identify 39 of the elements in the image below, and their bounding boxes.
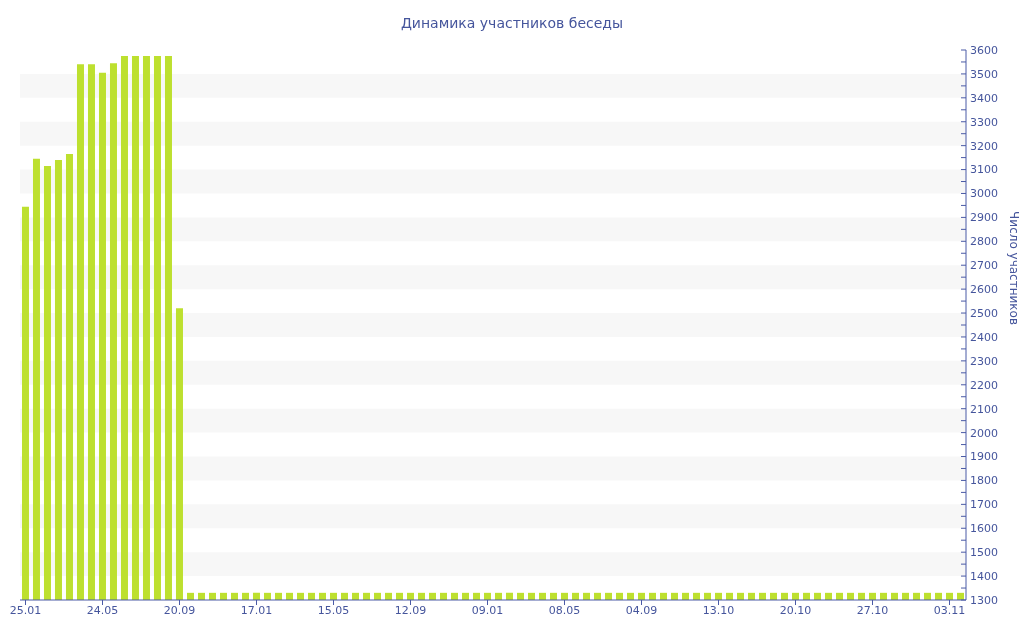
x-tick-label: 03.11 (933, 603, 966, 617)
y-tick-label: 3300 (970, 115, 998, 129)
x-tick-label: 27.10 (856, 603, 889, 617)
chart-title: Динамика участников беседы (399, 15, 625, 31)
x-tick-label: 15.05 (317, 603, 350, 617)
x-tick-label: 09.01 (471, 603, 504, 617)
y-tick-label: 2000 (970, 426, 998, 440)
y-tick-label: 1400 (970, 569, 998, 583)
x-tick-label: 08.05 (548, 603, 581, 617)
y-tick-label: 2900 (970, 211, 998, 225)
y-tick-label: 3100 (970, 163, 998, 177)
y-tick-label: 2200 (970, 378, 998, 392)
x-tick-label: 20.09 (163, 603, 196, 617)
y-tick-label: 2600 (970, 283, 998, 297)
x-tick-label: 24.05 (86, 603, 119, 617)
x-tick-label: 17.01 (240, 603, 273, 617)
x-tick-label: 13.10 (702, 603, 735, 617)
y-tick-label: 3200 (970, 139, 998, 153)
y-tick-label: 1500 (970, 546, 998, 560)
y-tick-label: 1600 (970, 522, 998, 536)
y-tick-label: 1300 (970, 593, 998, 607)
y-tick-label: 1800 (970, 474, 998, 488)
y-tick-label: 2500 (970, 306, 998, 320)
y-tick-label: 1700 (970, 498, 998, 512)
y-tick-label: 3000 (970, 187, 998, 201)
y-tick-label: 2400 (970, 330, 998, 344)
y-tick-label: 2700 (970, 259, 998, 273)
x-tick-label: 25.01 (9, 603, 42, 617)
y-tick-label: 2800 (970, 235, 998, 249)
y-tick-label: 3600 (970, 43, 998, 57)
y-tick-label: 1900 (970, 450, 998, 464)
y-tick-label: 2100 (970, 402, 998, 416)
y-axis-title: Число участников (1006, 211, 1021, 325)
x-tick-label: 12.09 (394, 603, 427, 617)
x-tick-label: 20.10 (779, 603, 812, 617)
y-tick-label: 3400 (970, 91, 998, 105)
y-tick-label: 2300 (970, 354, 998, 368)
y-tick-label: 3500 (970, 67, 998, 81)
x-tick-label: 04.09 (625, 603, 658, 617)
